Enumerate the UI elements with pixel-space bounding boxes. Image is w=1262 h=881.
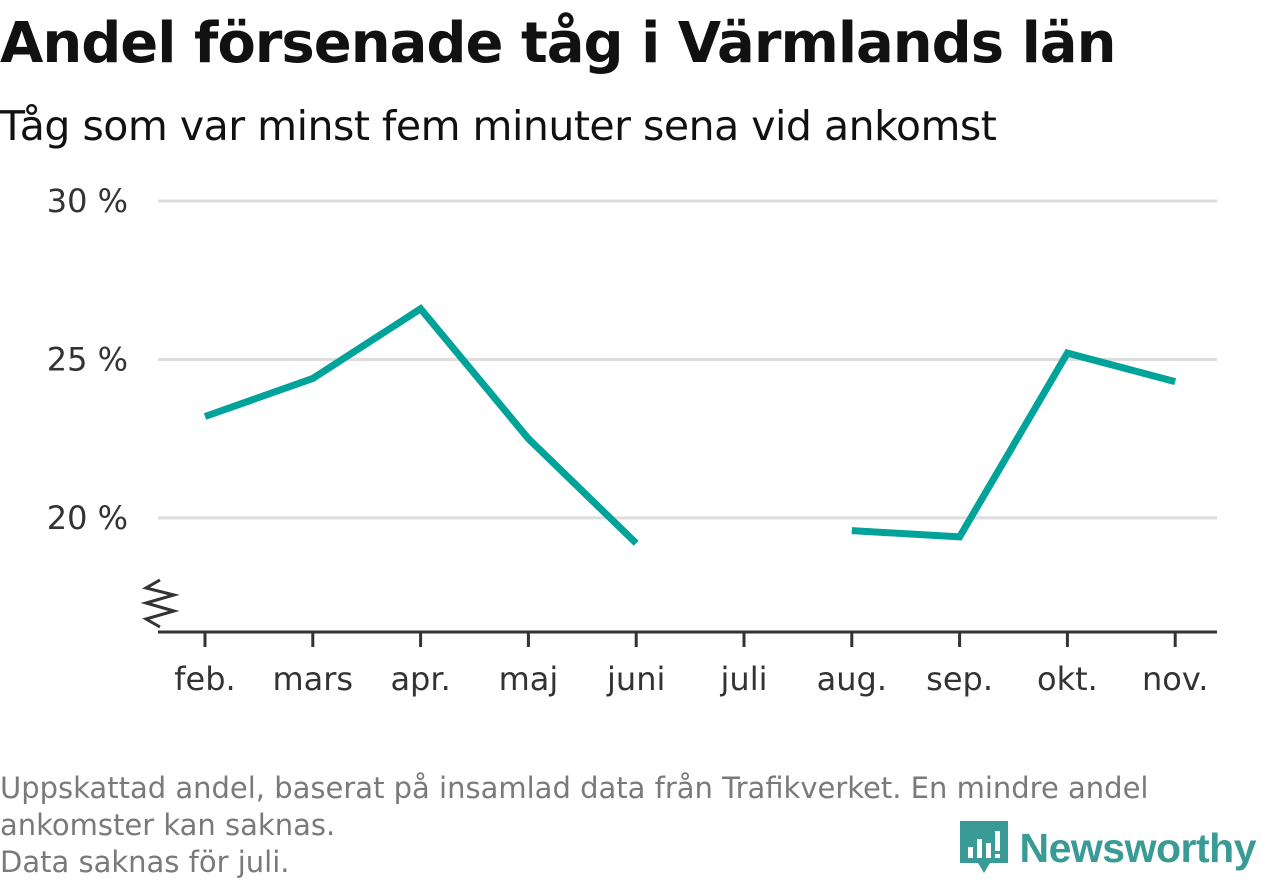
- line-chart: 20 % 25 % 30 % feb. mars apr. maj juni juli aug.…: [47, 182, 1217, 698]
- newsworthy-logo-icon: [959, 821, 1008, 873]
- x-tick-label: nov.: [1142, 660, 1208, 698]
- y-tick-label: 30 %: [47, 182, 128, 220]
- x-tick-label: aug.: [817, 660, 887, 698]
- chart-footer: Uppskattad andel, baserat på insamlad da…: [0, 770, 1250, 881]
- y-tick-label: 20 %: [47, 499, 128, 537]
- grid-lines: [158, 199, 1217, 520]
- x-tick-label: okt.: [1037, 660, 1098, 698]
- axis-break-icon: [140, 578, 180, 629]
- brand-logo: Newsworthy: [949, 821, 1257, 875]
- x-tick-label: juli: [720, 660, 768, 698]
- series-lines: [203, 304, 1177, 546]
- x-tick-label: apr.: [390, 660, 450, 698]
- footer-note: Uppskattad andel, baserat på insamlad da…: [0, 771, 1149, 842]
- x-tick-label: juni: [606, 660, 665, 698]
- brand-name: Newsworthy: [1019, 824, 1257, 871]
- chart-title: Andel försenade tåg i Värmlands län: [0, 11, 1116, 76]
- series-line-segment: [203, 304, 639, 546]
- x-axis-tick-labels: feb. mars apr. maj juni juli aug. sep. okt. nov.: [174, 660, 1208, 698]
- series-line-segment: [851, 349, 1177, 541]
- x-tick-label: feb.: [174, 660, 235, 698]
- x-axis: [140, 578, 1217, 647]
- y-axis-tick-labels: 20 % 25 % 30 %: [47, 182, 128, 537]
- x-tick-label: mars: [272, 660, 353, 698]
- footer-missing-data-note: Data saknas för juli.: [0, 845, 290, 879]
- y-tick-label: 25 %: [47, 340, 128, 378]
- chart-subtitle: Tåg som var minst fem minuter sena vid a…: [0, 102, 997, 150]
- x-tick-label: sep.: [926, 660, 993, 698]
- x-tick-label: maj: [499, 660, 559, 698]
